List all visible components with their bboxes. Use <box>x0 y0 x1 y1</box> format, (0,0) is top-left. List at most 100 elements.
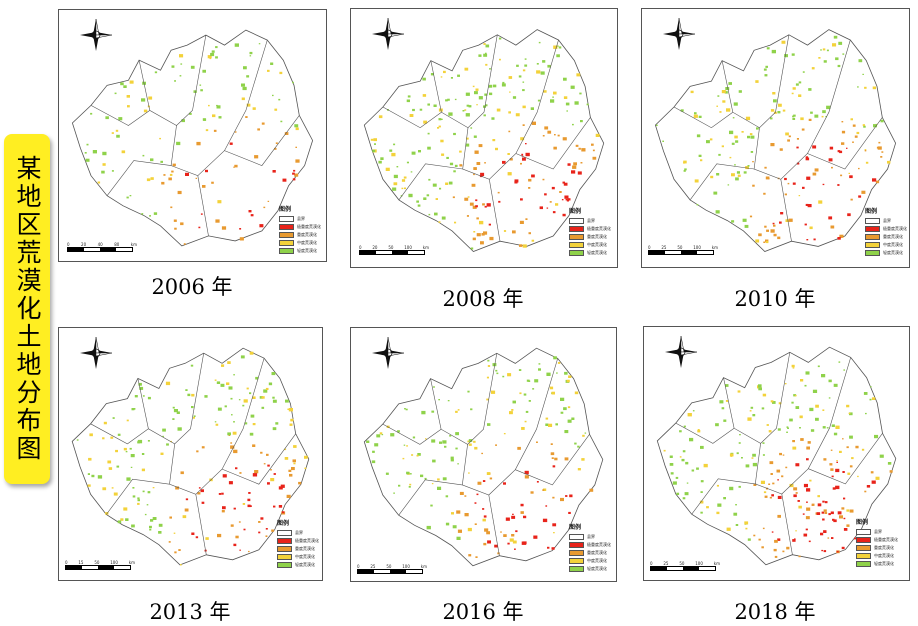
map-caption: 2008 年 <box>442 287 524 311</box>
map-panel-3: 图例 县界 极重度荒漠化 重度荒漠化 中度荒漠化 轻度荒漠化 0 25 50 100 km <box>641 8 910 268</box>
legend-swatch <box>569 226 584 232</box>
scale-tick-label: 25 <box>661 245 667 250</box>
map-legend: 图例 县界极重度荒漠化 重度荒漠化 中度荒漠化轻度荒漠化 <box>856 519 898 568</box>
map-panel-2: 图例 县界 极重度荒漠化 重度荒漠化 中度荒漠化 轻度荒漠化 0 20 50 100 km <box>350 8 618 268</box>
north-arrow-icon <box>79 18 113 52</box>
legend-item: 中度荒漠化 <box>865 241 907 249</box>
desertification-patches <box>84 43 300 245</box>
legend-item: 中度荒漠化 <box>279 239 321 247</box>
scale-bar: 0 25 50 100 km <box>650 561 720 571</box>
legend-swatch <box>569 242 584 248</box>
scale-tick-label: 100 <box>695 561 703 566</box>
desertification-map <box>71 29 314 247</box>
legend-swatch <box>569 566 584 572</box>
legend-title: 图例 <box>277 520 290 527</box>
scale-tick-label: 100 <box>110 560 118 565</box>
scale-tick-label: 100 <box>402 564 410 569</box>
legend-swatch <box>856 537 871 543</box>
scale-tick-label: 0 <box>359 245 362 250</box>
county-boundary <box>398 479 463 516</box>
legend-label: 轻度荒漠化 <box>587 250 607 255</box>
legend-swatch <box>865 250 880 256</box>
legend-swatch <box>856 545 871 551</box>
legend-title: 图例 <box>856 519 869 526</box>
map-caption: 2006 年 <box>151 275 233 299</box>
county-boundary <box>754 357 851 495</box>
region-outline <box>656 346 897 566</box>
map-caption: 2018 年 <box>734 600 816 624</box>
county-boundary <box>488 494 500 556</box>
north-arrow-icon <box>371 17 405 51</box>
county-boundary <box>197 175 209 236</box>
legend-label: 轻度荒漠化 <box>883 250 903 255</box>
legend-swatch <box>279 240 294 246</box>
scale-tick-label: 50 <box>679 561 685 566</box>
scale-tick-label: 25 <box>663 561 669 566</box>
legend-title: 图例 <box>569 208 582 215</box>
legend-label: 中度荒漠化 <box>874 553 894 558</box>
legend-item: 重度荒漠化 <box>856 544 898 552</box>
county-boundary <box>462 39 559 180</box>
legend-swatch <box>279 216 294 222</box>
legend-swatch <box>856 553 871 559</box>
legend-label: 重度荒漠化 <box>587 550 607 555</box>
legend-item: 重度荒漠化 <box>865 233 907 241</box>
map-legend: 图例 县界 极重度荒漠化 重度荒漠化 中度荒漠化 轻度荒漠化 <box>569 208 611 257</box>
legend-swatch <box>279 224 294 230</box>
legend-swatch <box>569 534 584 540</box>
desertification-patches <box>366 356 594 558</box>
legend-title: 图例 <box>569 524 582 531</box>
legend-label: 县界 <box>874 529 882 534</box>
legend-label: 县界 <box>295 530 303 535</box>
legend-item: 轻度荒漠化 <box>569 565 611 573</box>
county-boundary <box>780 179 792 242</box>
legend-item: 轻度荒漠化 <box>865 249 907 257</box>
legend-item: 极重度荒漠化 <box>865 225 907 233</box>
legend-item: 轻度荒漠化 <box>856 560 898 568</box>
legend-swatch <box>279 248 294 254</box>
legend-item: 重度荒漠化 <box>569 549 611 557</box>
scale-unit: km <box>420 564 427 569</box>
scale-tick-label: 40 <box>97 242 103 247</box>
desertification-map <box>363 347 604 567</box>
legend-swatch <box>856 561 871 567</box>
legend-label: 重度荒漠化 <box>883 234 903 239</box>
scale-unit: km <box>130 242 137 247</box>
county-boundary <box>515 434 590 486</box>
county-boundary <box>675 422 735 444</box>
county-boundary <box>382 106 442 129</box>
region-outline <box>71 347 310 566</box>
legend-item: 轻度荒漠化 <box>279 247 321 255</box>
county-boundary <box>106 160 172 196</box>
scale-tick-label: 25 <box>370 564 376 569</box>
legend-swatch <box>569 234 584 240</box>
county-boundary <box>807 117 883 170</box>
county-boundary <box>781 493 793 555</box>
scale-tick-label: 20 <box>372 245 378 250</box>
legend-item: 极重度荒漠化 <box>856 536 898 544</box>
legend-item: 轻度荒漠化 <box>569 249 611 257</box>
map-panel-5: 图例 县界 极重度荒漠化 重度荒漠化 中度荒漠化 轻度荒漠化 0 25 50 100 km <box>350 327 617 582</box>
county-boundary <box>90 105 150 126</box>
legend-item: 中度荒漠化 <box>277 553 319 561</box>
legend-label: 极重度荒漠化 <box>587 226 611 231</box>
scale-tick-label: 0 <box>357 564 360 569</box>
legend-swatch <box>277 546 292 552</box>
legend-item: 极重度荒漠化 <box>569 225 611 233</box>
legend-label: 中度荒漠化 <box>587 558 607 563</box>
map-caption: 2016 年 <box>442 600 524 624</box>
legend-item: 极重度荒漠化 <box>279 223 321 231</box>
legend-swatch <box>865 226 880 232</box>
legend-item: 重度荒漠化 <box>569 233 611 241</box>
scale-tick-label: 50 <box>677 245 683 250</box>
side-title-text: 某地区荒漠化土地分布图 <box>13 155 42 463</box>
legend-item: 重度荒漠化 <box>277 545 319 553</box>
legend-item: 县界 <box>856 528 898 536</box>
desertification-patches <box>370 37 600 250</box>
county-boundary <box>515 117 591 170</box>
county-boundary <box>808 433 883 485</box>
map-panel-1: 图例 县界 极重度荒漠化 重度荒漠化 中度荒漠化 轻度荒漠化 0 20 40 80 km <box>58 9 327 262</box>
legend-swatch <box>856 529 871 535</box>
county-boundary <box>137 353 204 445</box>
scale-unit: km <box>711 245 718 250</box>
